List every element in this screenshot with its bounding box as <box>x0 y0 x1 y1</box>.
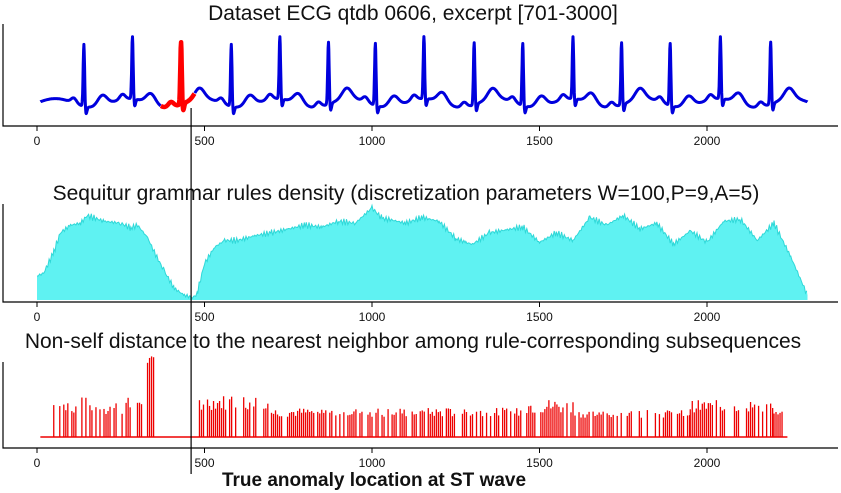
x-tick-label: 1000 <box>359 134 386 148</box>
ecg-x-ticks: 0 500 1000 1500 2000 <box>34 126 721 148</box>
x-tick-label: 500 <box>194 310 214 324</box>
x-tick-label: 1000 <box>359 310 386 324</box>
distance-axis <box>2 362 838 449</box>
distance-x-ticks: 0 500 1000 1500 2000 <box>34 448 721 470</box>
x-tick-label: 1500 <box>526 456 553 470</box>
ecg-panel: 0 500 1000 1500 2000 <box>2 24 838 148</box>
density-panel-title: Sequitur grammar rules density (discreti… <box>53 182 760 205</box>
ecg-axis <box>2 24 838 127</box>
distance-plot-area <box>40 356 788 438</box>
x-tick-label: 0 <box>34 310 41 324</box>
ecg-panel-title: Dataset ECG qtdb 0606, excerpt [701-3000… <box>208 2 618 25</box>
ecg-series-line <box>39 35 809 116</box>
density-axis <box>2 204 838 303</box>
x-tick-label: 0 <box>34 134 41 148</box>
x-tick-label: 2000 <box>694 134 721 148</box>
x-tick-label: 1000 <box>359 456 386 470</box>
density-panel: 0 500 1000 1500 2000 <box>2 203 838 324</box>
distance-panel-title: Non-self distance to the nearest neighbo… <box>25 330 801 353</box>
x-tick-label: 500 <box>194 134 214 148</box>
x-tick-label: 1500 <box>526 310 553 324</box>
x-tick-label: 500 <box>194 456 214 470</box>
density-plot-area <box>37 203 808 300</box>
x-tick-label: 2000 <box>694 456 721 470</box>
anomaly-caption: True anomaly location at ST wave <box>222 470 526 491</box>
x-tick-label: 1500 <box>526 134 553 148</box>
x-tick-label: 0 <box>34 456 41 470</box>
ecg-plot-area <box>39 35 809 116</box>
density-area <box>37 205 808 300</box>
distance-panel: 0 500 1000 1500 2000 <box>2 356 838 470</box>
ecg-anomaly-segment <box>159 39 197 113</box>
density-x-ticks: 0 500 1000 1500 2000 <box>34 302 721 324</box>
x-tick-label: 2000 <box>694 310 721 324</box>
density-outline <box>37 203 808 300</box>
